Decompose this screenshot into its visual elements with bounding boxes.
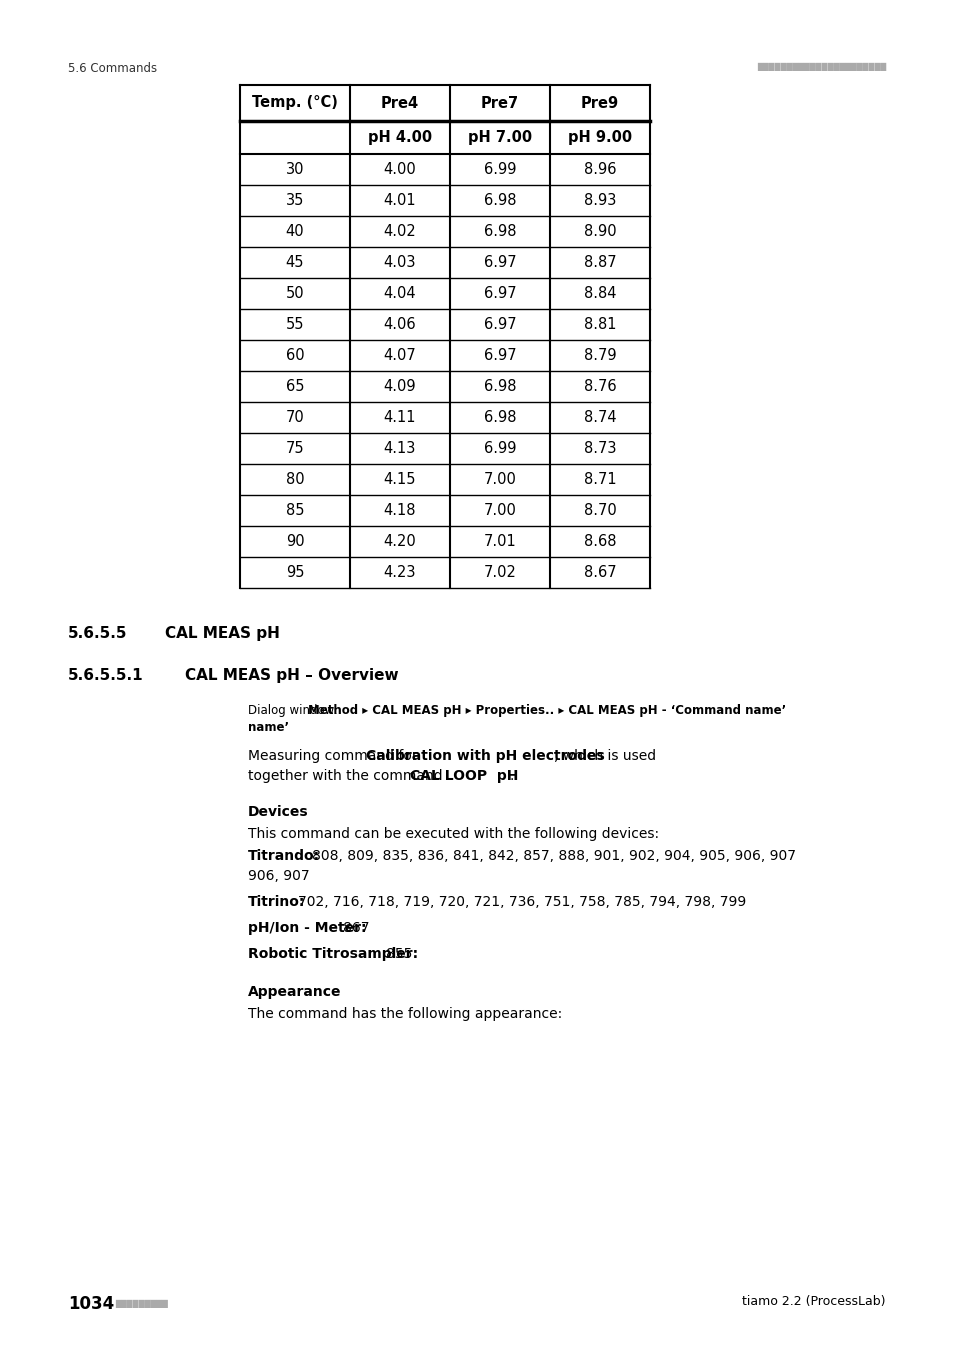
Text: 6.99: 6.99 <box>483 162 516 177</box>
Text: 8.87: 8.87 <box>583 255 616 270</box>
Text: Appearance: Appearance <box>248 986 341 999</box>
Text: 40: 40 <box>285 224 304 239</box>
Text: 35: 35 <box>286 193 304 208</box>
Text: 75: 75 <box>285 441 304 456</box>
Text: 702, 716, 718, 719, 720, 721, 736, 751, 758, 785, 794, 798, 799: 702, 716, 718, 719, 720, 721, 736, 751, … <box>297 895 745 909</box>
Text: 6.98: 6.98 <box>483 224 516 239</box>
Text: 855: 855 <box>386 946 412 961</box>
Text: 85: 85 <box>286 504 304 518</box>
Text: 4.06: 4.06 <box>383 317 416 332</box>
Text: 8.81: 8.81 <box>583 317 616 332</box>
Text: 1034: 1034 <box>68 1295 114 1314</box>
Text: 55: 55 <box>286 317 304 332</box>
Text: 6.99: 6.99 <box>483 441 516 456</box>
Text: 6.97: 6.97 <box>483 286 516 301</box>
Text: 7.01: 7.01 <box>483 535 516 549</box>
Text: 8.70: 8.70 <box>583 504 616 518</box>
Text: 4.02: 4.02 <box>383 224 416 239</box>
Text: pH 7.00: pH 7.00 <box>468 130 532 144</box>
Text: 4.09: 4.09 <box>383 379 416 394</box>
Text: 6.98: 6.98 <box>483 410 516 425</box>
Text: Measuring command for: Measuring command for <box>248 749 421 763</box>
Text: 8.71: 8.71 <box>583 472 616 487</box>
Text: name’: name’ <box>248 721 289 734</box>
Text: CAL MEAS pH – Overview: CAL MEAS pH – Overview <box>185 668 398 683</box>
Text: Robotic Titrosampler:: Robotic Titrosampler: <box>248 946 417 961</box>
Text: CAL LOOP  pH: CAL LOOP pH <box>410 769 517 783</box>
Text: CAL MEAS pH: CAL MEAS pH <box>165 626 279 641</box>
Text: Titrando:: Titrando: <box>248 849 320 863</box>
Text: 906, 907: 906, 907 <box>248 869 310 883</box>
Text: 7.00: 7.00 <box>483 472 516 487</box>
Text: pH 9.00: pH 9.00 <box>567 130 632 144</box>
Text: 8.76: 8.76 <box>583 379 616 394</box>
Text: tiamo 2.2 (ProcessLab): tiamo 2.2 (ProcessLab) <box>741 1295 885 1308</box>
Text: 8.74: 8.74 <box>583 410 616 425</box>
Text: Titrino:: Titrino: <box>248 895 305 909</box>
Text: 5.6.5.5.1: 5.6.5.5.1 <box>68 668 144 683</box>
Text: 5.6 Commands: 5.6 Commands <box>68 62 157 76</box>
Text: 7.02: 7.02 <box>483 566 516 580</box>
Text: 30: 30 <box>286 162 304 177</box>
Text: 70: 70 <box>285 410 304 425</box>
Text: The command has the following appearance:: The command has the following appearance… <box>248 1007 561 1021</box>
Text: pH 4.00: pH 4.00 <box>368 130 432 144</box>
Text: Calibration with pH electrodes: Calibration with pH electrodes <box>366 749 604 763</box>
Text: 4.18: 4.18 <box>383 504 416 518</box>
Text: 6.97: 6.97 <box>483 317 516 332</box>
Text: 4.11: 4.11 <box>383 410 416 425</box>
Text: 7.00: 7.00 <box>483 504 516 518</box>
Text: 8.68: 8.68 <box>583 535 616 549</box>
Text: 808, 809, 835, 836, 841, 842, 857, 888, 901, 902, 904, 905, 906, 907: 808, 809, 835, 836, 841, 842, 857, 888, … <box>312 849 795 863</box>
Text: 8.84: 8.84 <box>583 286 616 301</box>
Text: 6.97: 6.97 <box>483 348 516 363</box>
Text: ██████████████████████: ██████████████████████ <box>756 62 885 72</box>
Text: 4.23: 4.23 <box>383 566 416 580</box>
Text: This command can be executed with the following devices:: This command can be executed with the fo… <box>248 828 659 841</box>
Text: 8.79: 8.79 <box>583 348 616 363</box>
Text: 4.20: 4.20 <box>383 535 416 549</box>
Text: pH/Ion - Meter:: pH/Ion - Meter: <box>248 921 366 936</box>
Text: 5.6.5.5: 5.6.5.5 <box>68 626 128 641</box>
Text: 8.93: 8.93 <box>583 193 616 208</box>
Text: 45: 45 <box>286 255 304 270</box>
Text: 80: 80 <box>285 472 304 487</box>
Text: 90: 90 <box>285 535 304 549</box>
Text: 8.96: 8.96 <box>583 162 616 177</box>
Text: 4.00: 4.00 <box>383 162 416 177</box>
Text: 6.98: 6.98 <box>483 193 516 208</box>
Text: Method ▸ CAL MEAS pH ▸ Properties.. ▸ CAL MEAS pH - ‘Command name’: Method ▸ CAL MEAS pH ▸ Properties.. ▸ CA… <box>308 703 785 717</box>
Text: 95: 95 <box>286 566 304 580</box>
Text: 6.97: 6.97 <box>483 255 516 270</box>
Text: 60: 60 <box>285 348 304 363</box>
Text: , which is used: , which is used <box>554 749 656 763</box>
Text: 867: 867 <box>343 921 369 936</box>
Text: 4.15: 4.15 <box>383 472 416 487</box>
Text: Pre9: Pre9 <box>580 96 618 111</box>
Text: 4.03: 4.03 <box>383 255 416 270</box>
Text: 8.73: 8.73 <box>583 441 616 456</box>
Text: .: . <box>510 769 514 783</box>
Text: 6.98: 6.98 <box>483 379 516 394</box>
Text: 8.67: 8.67 <box>583 566 616 580</box>
Text: Pre4: Pre4 <box>380 96 418 111</box>
Text: Temp. (°C): Temp. (°C) <box>252 96 337 111</box>
Text: █████████: █████████ <box>115 1299 168 1308</box>
Text: together with the command: together with the command <box>248 769 447 783</box>
Text: 8.90: 8.90 <box>583 224 616 239</box>
Text: Devices: Devices <box>248 805 309 819</box>
Text: 4.01: 4.01 <box>383 193 416 208</box>
Text: 4.04: 4.04 <box>383 286 416 301</box>
Text: 65: 65 <box>286 379 304 394</box>
Text: 50: 50 <box>285 286 304 301</box>
Text: Pre7: Pre7 <box>480 96 518 111</box>
Text: Dialog window:: Dialog window: <box>248 703 341 717</box>
Text: 4.07: 4.07 <box>383 348 416 363</box>
Text: 4.13: 4.13 <box>383 441 416 456</box>
